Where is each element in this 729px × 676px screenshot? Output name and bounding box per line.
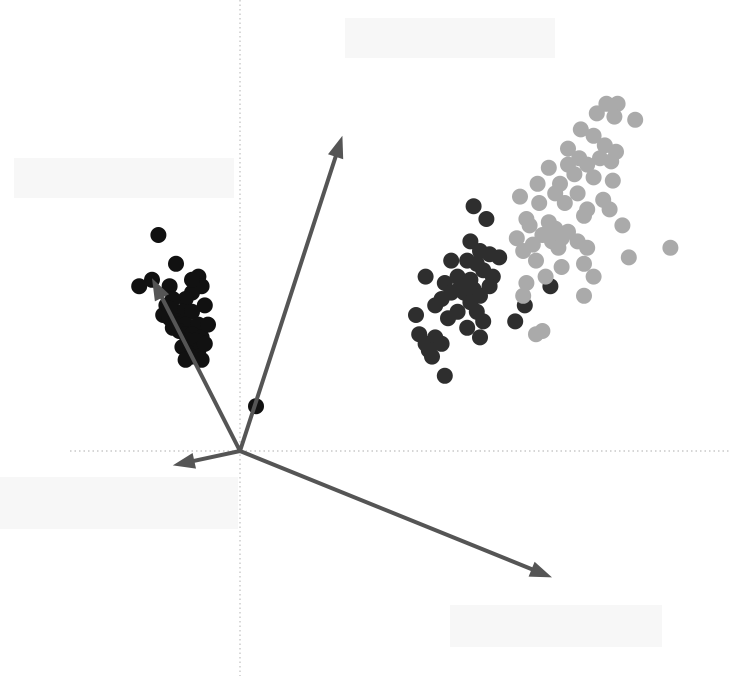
origin-crosshair <box>70 0 729 676</box>
data-point <box>566 166 583 183</box>
data-point <box>508 230 525 247</box>
series-1 <box>131 227 264 415</box>
arrow-head-1 <box>328 135 344 160</box>
data-point <box>515 287 532 304</box>
data-point <box>606 108 623 125</box>
series-3 <box>508 95 679 343</box>
data-point <box>196 335 213 352</box>
data-point <box>465 198 482 215</box>
data-point <box>560 140 576 157</box>
data-point <box>572 121 589 138</box>
data-point <box>601 201 618 218</box>
data-point <box>529 175 546 192</box>
loading-arrow-2 <box>160 295 242 453</box>
data-point <box>556 195 573 211</box>
upper-left-label-panel <box>14 158 234 198</box>
data-point <box>507 313 524 330</box>
data-point <box>472 329 488 346</box>
data-point <box>585 127 602 144</box>
data-point <box>196 297 213 314</box>
data-point <box>491 249 508 266</box>
data-point <box>436 367 453 384</box>
data-point <box>553 259 570 275</box>
data-point <box>478 211 495 227</box>
data-point <box>408 307 424 323</box>
arrow-head-3 <box>172 453 196 469</box>
data-point <box>569 185 586 202</box>
top-label-panel <box>345 18 555 58</box>
data-point <box>150 227 167 243</box>
loading-arrow-3 <box>192 449 242 463</box>
series-2 <box>408 198 559 384</box>
data-point <box>576 255 592 272</box>
data-point <box>184 271 200 288</box>
data-point <box>424 348 440 365</box>
data-point <box>620 249 637 266</box>
data-point <box>662 239 679 256</box>
data-point <box>440 310 456 327</box>
loading-arrow-4 <box>238 449 534 572</box>
lower-left-label-panel <box>0 477 238 529</box>
data-point <box>131 278 148 295</box>
loading-arrow-1 <box>238 154 338 453</box>
data-point <box>585 268 602 285</box>
data-point <box>161 278 178 295</box>
arrow-head-4 <box>528 561 552 578</box>
data-point <box>433 335 450 352</box>
data-point <box>168 255 184 272</box>
data-point <box>585 169 602 186</box>
data-point <box>576 287 592 304</box>
data-point <box>200 316 216 333</box>
data-point <box>604 172 621 189</box>
data-point <box>579 156 596 173</box>
data-point <box>443 252 460 269</box>
data-point <box>576 207 592 224</box>
data-point <box>588 105 605 122</box>
data-point <box>528 326 544 343</box>
data-point <box>528 252 544 269</box>
data-point <box>550 239 567 256</box>
data-point <box>521 217 538 234</box>
loading-arrows <box>152 135 552 578</box>
data-point <box>579 239 596 256</box>
data-point <box>459 319 476 336</box>
data-point <box>531 195 548 211</box>
scatter-points <box>131 95 679 415</box>
bottom-right-label-panel <box>450 605 662 647</box>
data-point <box>537 268 554 285</box>
data-point <box>184 303 200 320</box>
data-point <box>427 297 444 314</box>
data-point <box>603 153 620 170</box>
data-point <box>518 275 535 291</box>
data-point <box>515 243 532 259</box>
data-point <box>609 95 626 112</box>
data-point <box>417 268 434 285</box>
data-point <box>614 217 631 234</box>
arrow-head-2 <box>152 278 170 302</box>
data-point <box>627 111 644 128</box>
data-point <box>540 159 557 176</box>
data-point <box>475 313 492 330</box>
data-point <box>177 291 194 307</box>
data-point <box>512 188 528 205</box>
